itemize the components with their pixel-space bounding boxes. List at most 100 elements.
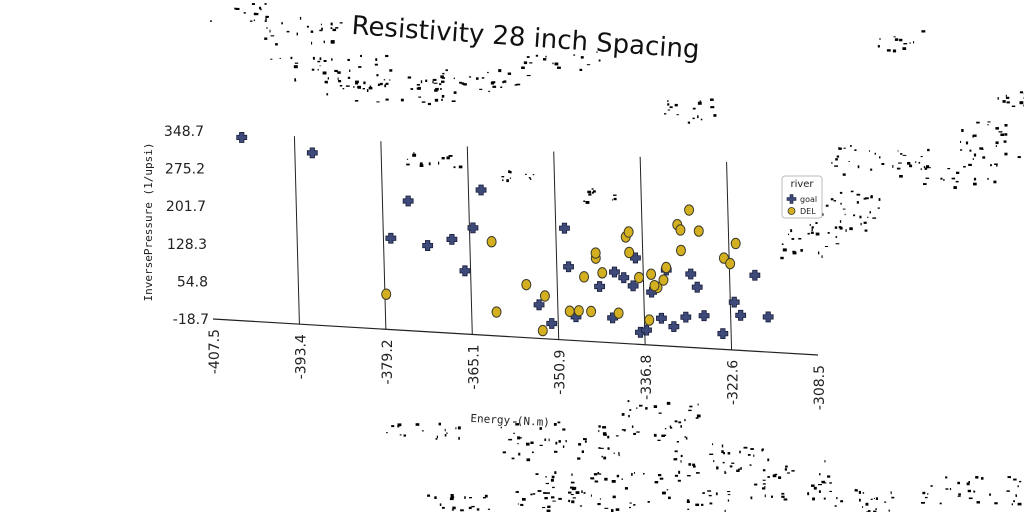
noise-speck [842, 208, 846, 210]
scatter-point-goal [728, 296, 740, 308]
noise-speck [659, 477, 664, 480]
noise-speck [968, 481, 970, 483]
noise-speck [444, 434, 447, 437]
noise-speck [601, 455, 603, 458]
noise-speck [840, 500, 844, 503]
noise-speck [356, 86, 358, 88]
noise-speck [674, 450, 678, 453]
noise-speck [865, 502, 869, 506]
noise-speck [290, 56, 293, 60]
x-axis-label: Energy (N.m) [470, 412, 550, 429]
x-tick-label: -336.8 [639, 355, 655, 400]
noise-speck [513, 432, 515, 434]
noise-speck [781, 243, 784, 245]
noise-speck [881, 163, 885, 165]
noise-speck [809, 224, 811, 226]
noise-speck [335, 27, 339, 29]
noise-speck [987, 124, 989, 126]
noise-speck [686, 501, 690, 503]
scatter-point-del [613, 307, 624, 319]
noise-speck [412, 153, 417, 157]
noise-speck [862, 506, 864, 508]
noise-speck [450, 494, 454, 497]
scatter-point-goal [698, 310, 710, 322]
noise-speck [591, 478, 595, 480]
noise-speck [877, 45, 880, 48]
noise-speck [724, 470, 726, 473]
noise-speck [960, 140, 962, 143]
noise-speck [870, 498, 873, 500]
legend-marker-del [787, 207, 796, 215]
noise-speck [537, 490, 542, 492]
noise-speck [323, 60, 327, 62]
noise-speck [516, 83, 521, 86]
noise-speck [502, 451, 506, 454]
noise-speck [921, 502, 925, 504]
noise-speck [715, 492, 718, 496]
grid-line [466, 146, 473, 335]
noise-speck [441, 98, 443, 101]
noise-speck [754, 483, 758, 486]
noise-speck [680, 460, 682, 463]
noise-speck [1015, 494, 1017, 496]
noise-speck [923, 166, 926, 168]
noise-speck [551, 475, 555, 479]
noise-speck [360, 54, 362, 57]
scatter-point-del [658, 274, 669, 286]
noise-speck [929, 167, 931, 169]
noise-speck [487, 71, 489, 74]
grid-line [380, 141, 387, 330]
noise-speck [973, 177, 977, 181]
noise-speck [434, 89, 438, 92]
noise-speck [692, 107, 696, 110]
noise-speck [384, 84, 387, 88]
noise-speck [539, 427, 542, 430]
noise-speck [279, 57, 281, 59]
noise-speck [259, 6, 262, 10]
noise-speck [419, 162, 423, 165]
noise-speck [368, 87, 373, 90]
noise-speck [731, 462, 735, 464]
noise-speck [439, 83, 442, 86]
noise-speck [604, 477, 608, 481]
noise-speck [552, 62, 554, 65]
noise-speck [616, 474, 620, 478]
noise-speck [453, 166, 456, 169]
noise-speck [366, 89, 369, 92]
noise-speck [355, 82, 358, 85]
noise-speck [418, 86, 421, 90]
noise-speck [571, 473, 573, 476]
noise-speck [602, 426, 607, 429]
noise-speck [713, 114, 717, 117]
noise-speck [1017, 502, 1022, 506]
noise-speck [842, 173, 846, 176]
noise-speck [275, 43, 278, 46]
noise-speck [376, 101, 380, 103]
noise-speck [631, 425, 634, 428]
noise-speck [925, 177, 930, 179]
scatter-point-goal [446, 233, 458, 245]
noise-speck [327, 77, 329, 80]
scatter-point-del [646, 268, 657, 280]
noise-speck [633, 432, 636, 435]
noise-speck [968, 163, 972, 166]
noise-speck [860, 222, 862, 226]
noise-speck [788, 233, 790, 236]
noise-speck [879, 38, 881, 40]
noise-speck [807, 492, 810, 496]
x-tick-label: -322.6 [726, 360, 742, 405]
noise-speck [347, 58, 350, 61]
noise-speck [293, 65, 298, 69]
noise-speck [835, 243, 840, 245]
scatter-point-goal [467, 222, 479, 234]
noise-speck [856, 193, 861, 196]
noise-speck [506, 179, 509, 183]
noise-speck [551, 496, 555, 499]
noise-speck [859, 215, 862, 219]
noise-speck [337, 72, 341, 74]
noise-speck [386, 432, 388, 434]
noise-speck [342, 88, 345, 90]
noise-speck [972, 158, 974, 160]
noise-speck [800, 249, 803, 252]
noise-speck [662, 491, 666, 495]
